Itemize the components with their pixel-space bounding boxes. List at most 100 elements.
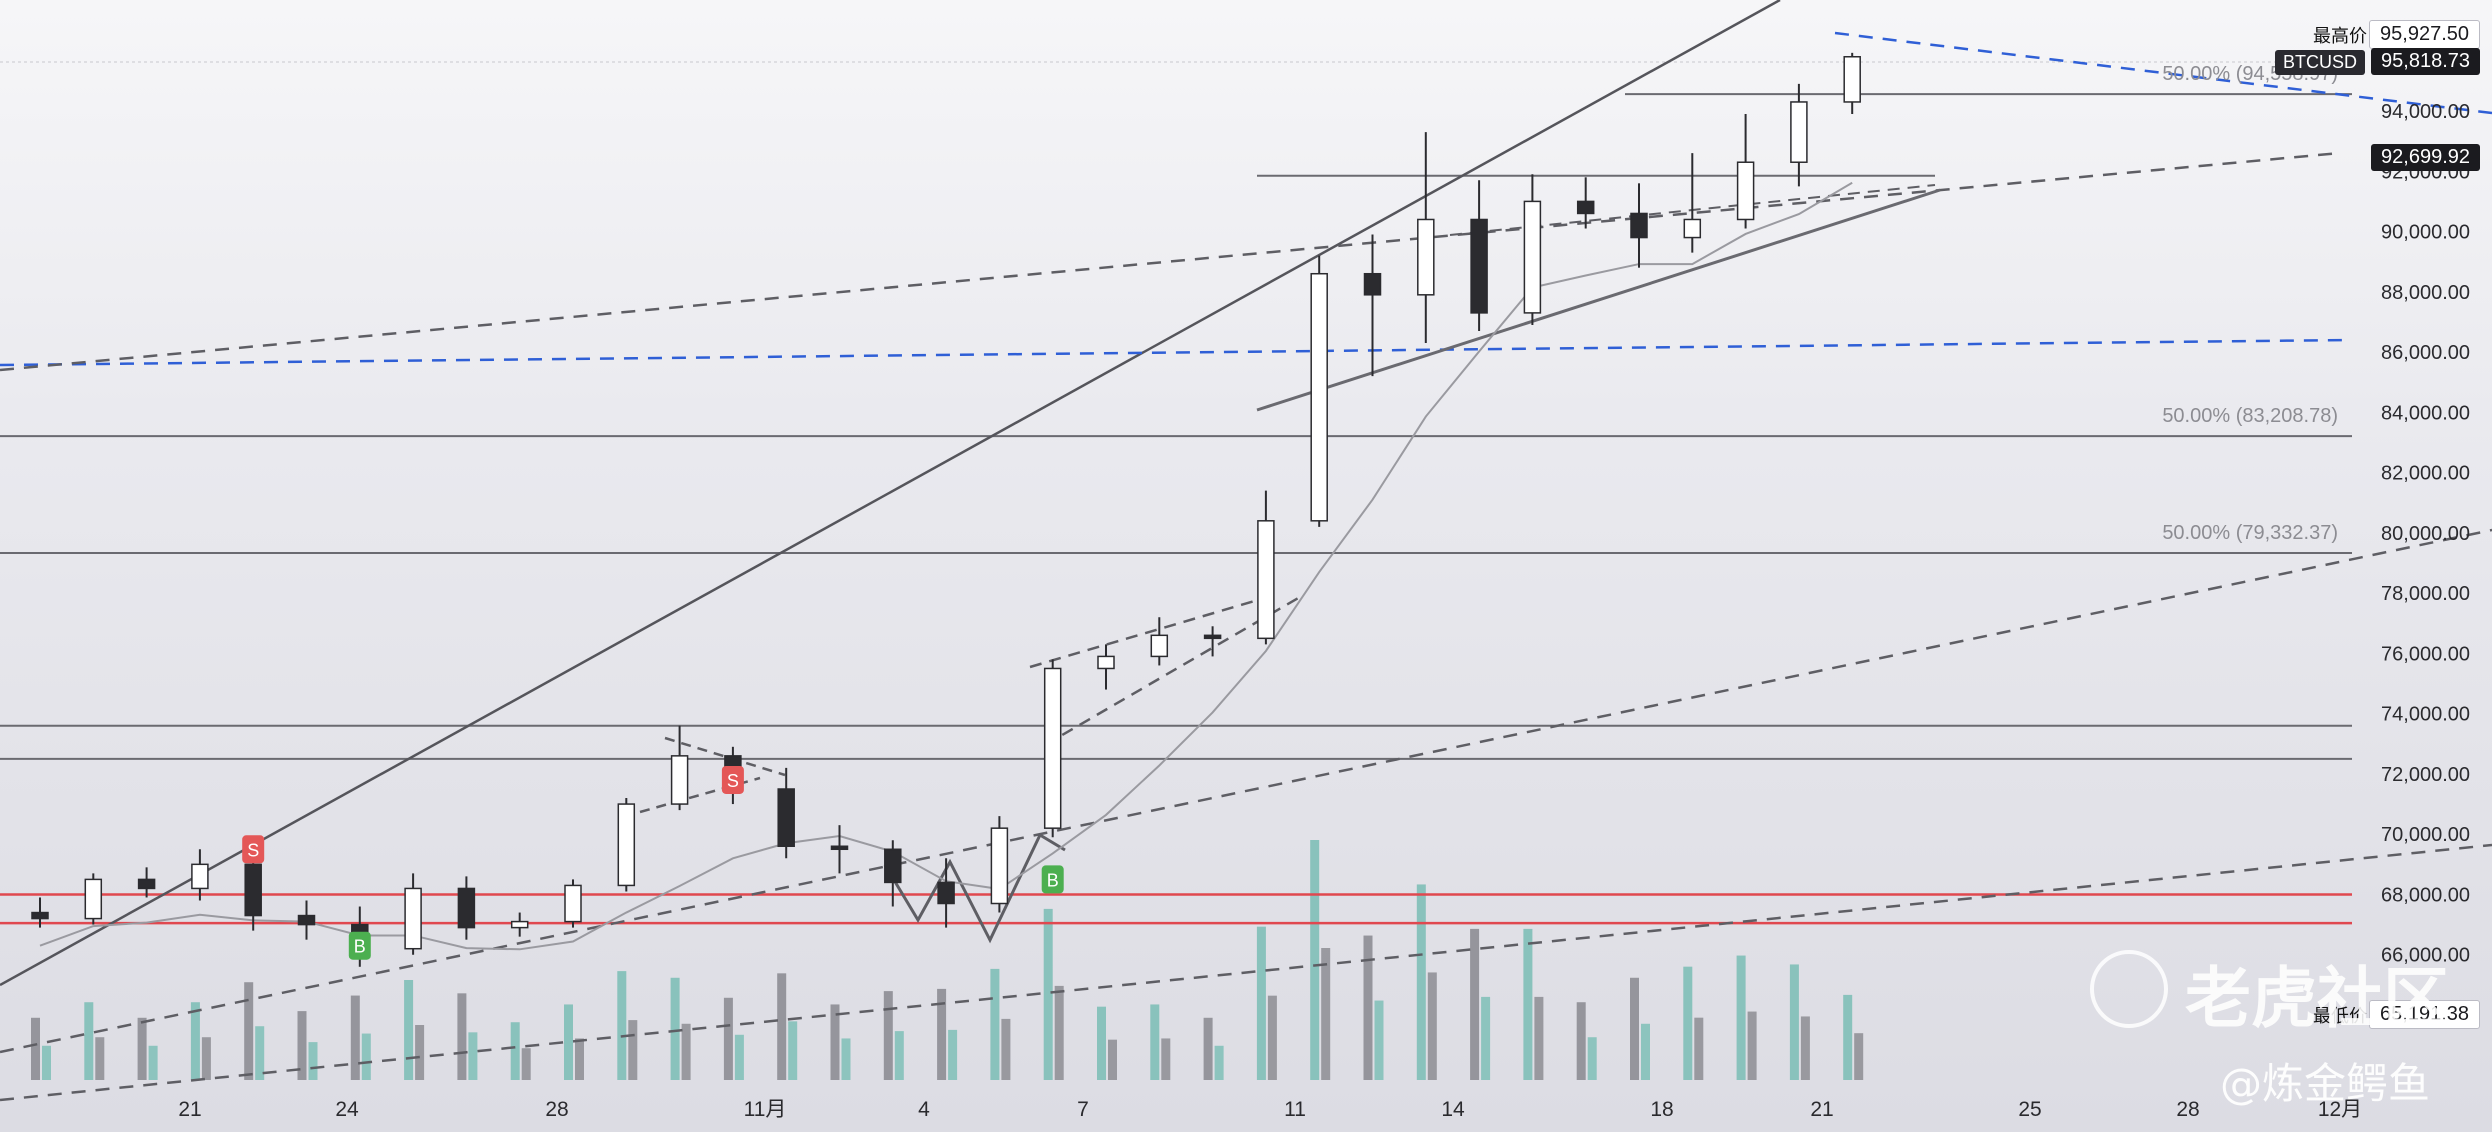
volume-bar (190, 1002, 200, 1080)
candle-body (84, 878, 103, 920)
volume-bar (1854, 1033, 1864, 1080)
volume-bar (1001, 1018, 1011, 1080)
x-tick-label: 7 (1077, 1098, 1089, 1121)
volume-bar (830, 1004, 840, 1080)
volume-bar (1534, 996, 1544, 1080)
blue-dashed-line-low (0, 338, 2351, 367)
volume-bar (788, 1021, 798, 1080)
candle-body (617, 803, 636, 887)
volume-bar (734, 1034, 744, 1080)
x-tick-label: 21 (178, 1098, 201, 1121)
volume-bar (883, 991, 893, 1080)
volume-bar (84, 1002, 94, 1080)
candle-body (137, 878, 156, 890)
flag-upper-dashed (1029, 593, 1276, 669)
y-tick-label: 66,000.00 (2381, 945, 2470, 967)
volume-bar (415, 1025, 425, 1080)
fib-label: 50.00% (83,208.78) (2162, 405, 2338, 427)
volume-bar (1416, 884, 1426, 1080)
volume-bar (1789, 964, 1799, 1080)
signal-markers: S B S B (242, 765, 1064, 960)
y-tick-label: 88,000.00 (2381, 282, 2470, 304)
y-tick-label: 70,000.00 (2381, 824, 2470, 846)
candle-body (1363, 272, 1382, 296)
volume-bar (1576, 1002, 1586, 1080)
candlesticks (31, 52, 1861, 967)
volume-bar (521, 1048, 531, 1080)
pennant-upper-dashed (664, 736, 786, 777)
volume-bar (1150, 1004, 1160, 1080)
volume-bar (1203, 1017, 1213, 1080)
candle-body (884, 848, 902, 884)
gray-dashed-trend-2 (0, 528, 2492, 1054)
volume-bar (937, 988, 947, 1080)
y-tick-label: 80,000.00 (2381, 523, 2470, 545)
candle-body (1203, 634, 1222, 640)
candle-body (457, 887, 476, 929)
volume-bar (255, 1026, 265, 1080)
candle-body (1417, 218, 1435, 296)
x-tick-label: 11月 (744, 1098, 787, 1121)
gray-dashed-trend-3 (0, 843, 2492, 1102)
volume-bar (1374, 1000, 1384, 1080)
triangle-lower-trendline (1256, 188, 1941, 412)
volume-bar (1310, 840, 1320, 1080)
low-price-label: 最低价 (2313, 1006, 2367, 1026)
volume-bar (1683, 966, 1693, 1080)
volume-bar (1267, 995, 1277, 1080)
x-tick-label: 28 (2176, 1098, 2199, 1121)
y-tick-label: 90,000.00 (2381, 222, 2470, 244)
y-tick-label: 78,000.00 (2381, 583, 2470, 605)
high-price-value: 95,927.50 (2369, 20, 2480, 49)
gray-dashed-trend-1 (0, 151, 2341, 372)
candle-body (1790, 101, 1808, 163)
y-tick-label: 82,000.00 (2381, 463, 2470, 485)
y-tick-label: 86,000.00 (2381, 342, 2470, 364)
volume-bar (1481, 996, 1491, 1080)
x-tick-label: 18 (1650, 1098, 1673, 1121)
volume-bar (1161, 1038, 1171, 1080)
signal-marker-label: B (354, 937, 366, 957)
volume-bar (628, 1020, 638, 1080)
volume-bar (1470, 928, 1480, 1080)
volume-bar (1427, 972, 1437, 1080)
volume-bar (1214, 1045, 1224, 1080)
channel-upper-trendline (0, 0, 1781, 987)
y-tick-label: 84,000.00 (2381, 402, 2470, 424)
x-tick-label: 24 (335, 1098, 359, 1121)
candle-body (990, 827, 1009, 905)
volume-bar (575, 1038, 584, 1080)
volume-bar (404, 980, 414, 1080)
volume-bar (1736, 955, 1746, 1080)
volume-bars (31, 840, 1864, 1080)
volume-bar (1800, 1016, 1810, 1080)
watermark-author: @炼金鳄鱼 (2220, 1059, 2431, 1108)
candle-body (830, 845, 849, 851)
x-axis: 21 24 28 11月 4 7 11 14 18 21 25 28 12月 (178, 1098, 2362, 1121)
volume-bar (244, 982, 254, 1080)
signal-marker-label: S (247, 840, 259, 860)
volume-bar (617, 971, 627, 1080)
candle-body (937, 881, 955, 905)
candle-body (564, 884, 582, 923)
volume-bar (1630, 977, 1639, 1080)
candle-body (1310, 272, 1328, 522)
volume-bar (1694, 1017, 1704, 1080)
candle-body (777, 788, 795, 848)
candle-body (1736, 161, 1755, 221)
candle-body (1630, 212, 1648, 239)
volume-bar (841, 1038, 851, 1080)
buy-signal-marker (348, 931, 371, 960)
candle-body (1470, 218, 1488, 314)
tagged-price-badge: 92,699.92 (2371, 144, 2480, 171)
volume-bar (1843, 994, 1853, 1080)
x-tick-label: 11 (1284, 1098, 1306, 1121)
volume-bar (468, 1032, 478, 1080)
volume-bar (31, 1017, 40, 1080)
volume-bar (681, 1023, 691, 1080)
double-bottom-pattern (883, 832, 1066, 944)
candle-body (1257, 520, 1275, 640)
candle-body (1843, 56, 1861, 103)
volume-bar (297, 1011, 307, 1080)
